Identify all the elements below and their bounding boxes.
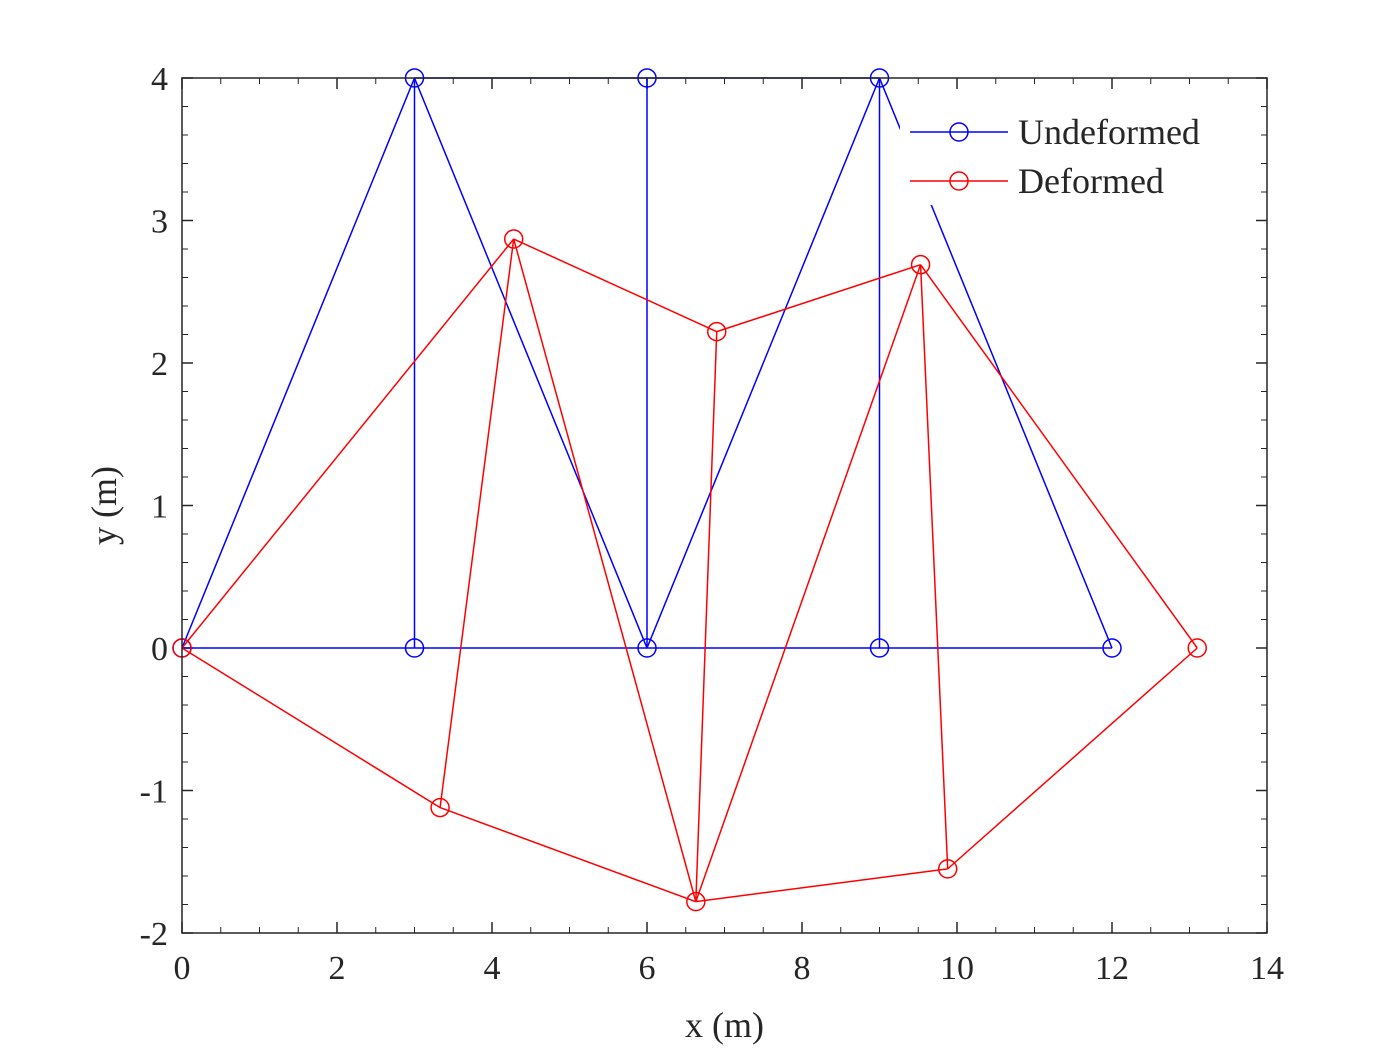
legend-marker [949, 171, 969, 191]
y-axis-label: y (m) [84, 466, 124, 545]
y-tick-label: 1 [151, 489, 168, 526]
x-tick-label: 14 [1250, 950, 1284, 987]
y-tick-label: 4 [151, 61, 168, 98]
legend: Undeformed Deformed [900, 105, 1240, 205]
truss-member [513, 238, 718, 333]
truss-member [646, 77, 881, 649]
truss-node-marker [503, 229, 524, 249]
truss-member [695, 868, 948, 903]
truss-member [716, 263, 921, 333]
truss-member [512, 238, 697, 902]
truss-member [947, 647, 1198, 870]
truss-node-marker [937, 859, 958, 879]
truss-node-marker [1102, 638, 1122, 658]
truss-node-marker [910, 254, 931, 275]
x-tick-label: 10 [940, 950, 974, 987]
truss-member [181, 238, 515, 649]
truss-node-marker [1187, 638, 1207, 658]
truss-member [919, 264, 949, 869]
x-tick-label: 0 [174, 950, 191, 987]
legend-marker [949, 122, 969, 142]
truss-node-marker [707, 321, 727, 342]
truss-member [695, 331, 718, 902]
truss-node-marker [404, 638, 425, 658]
x-tick-label: 4 [484, 950, 501, 987]
series-layer [172, 68, 1207, 912]
legend-label: Deformed [1018, 161, 1164, 201]
truss-member [439, 806, 697, 903]
series-deformed [172, 229, 1207, 912]
y-tick-label: 2 [151, 346, 168, 383]
truss-member [695, 264, 922, 902]
series-undeformed [172, 68, 1122, 658]
plot-area-border [181, 77, 1268, 934]
truss-node-marker [869, 638, 890, 658]
truss-member [919, 264, 1198, 649]
y-tick-label: -2 [140, 916, 168, 953]
truss-member [413, 77, 648, 649]
x-tick-label: 12 [1095, 950, 1129, 987]
truss-node-marker [637, 638, 657, 658]
x-tick-label: 2 [329, 950, 346, 987]
legend-label: Undeformed [1018, 112, 1200, 152]
y-tick-label: 3 [151, 204, 168, 241]
y-tick-label: 0 [151, 631, 168, 668]
x-tick-label: 6 [639, 950, 656, 987]
y-tick-label: -1 [140, 774, 168, 811]
plot-area-background [182, 78, 1267, 933]
truss-member [181, 647, 441, 809]
truss-node-marker [430, 797, 450, 818]
truss-member [439, 238, 515, 808]
truss-member [181, 77, 416, 649]
legend-box [900, 105, 1240, 205]
x-tick-label: 8 [794, 950, 811, 987]
truss-node-marker [686, 891, 706, 912]
x-axis-label: x (m) [685, 1005, 764, 1045]
